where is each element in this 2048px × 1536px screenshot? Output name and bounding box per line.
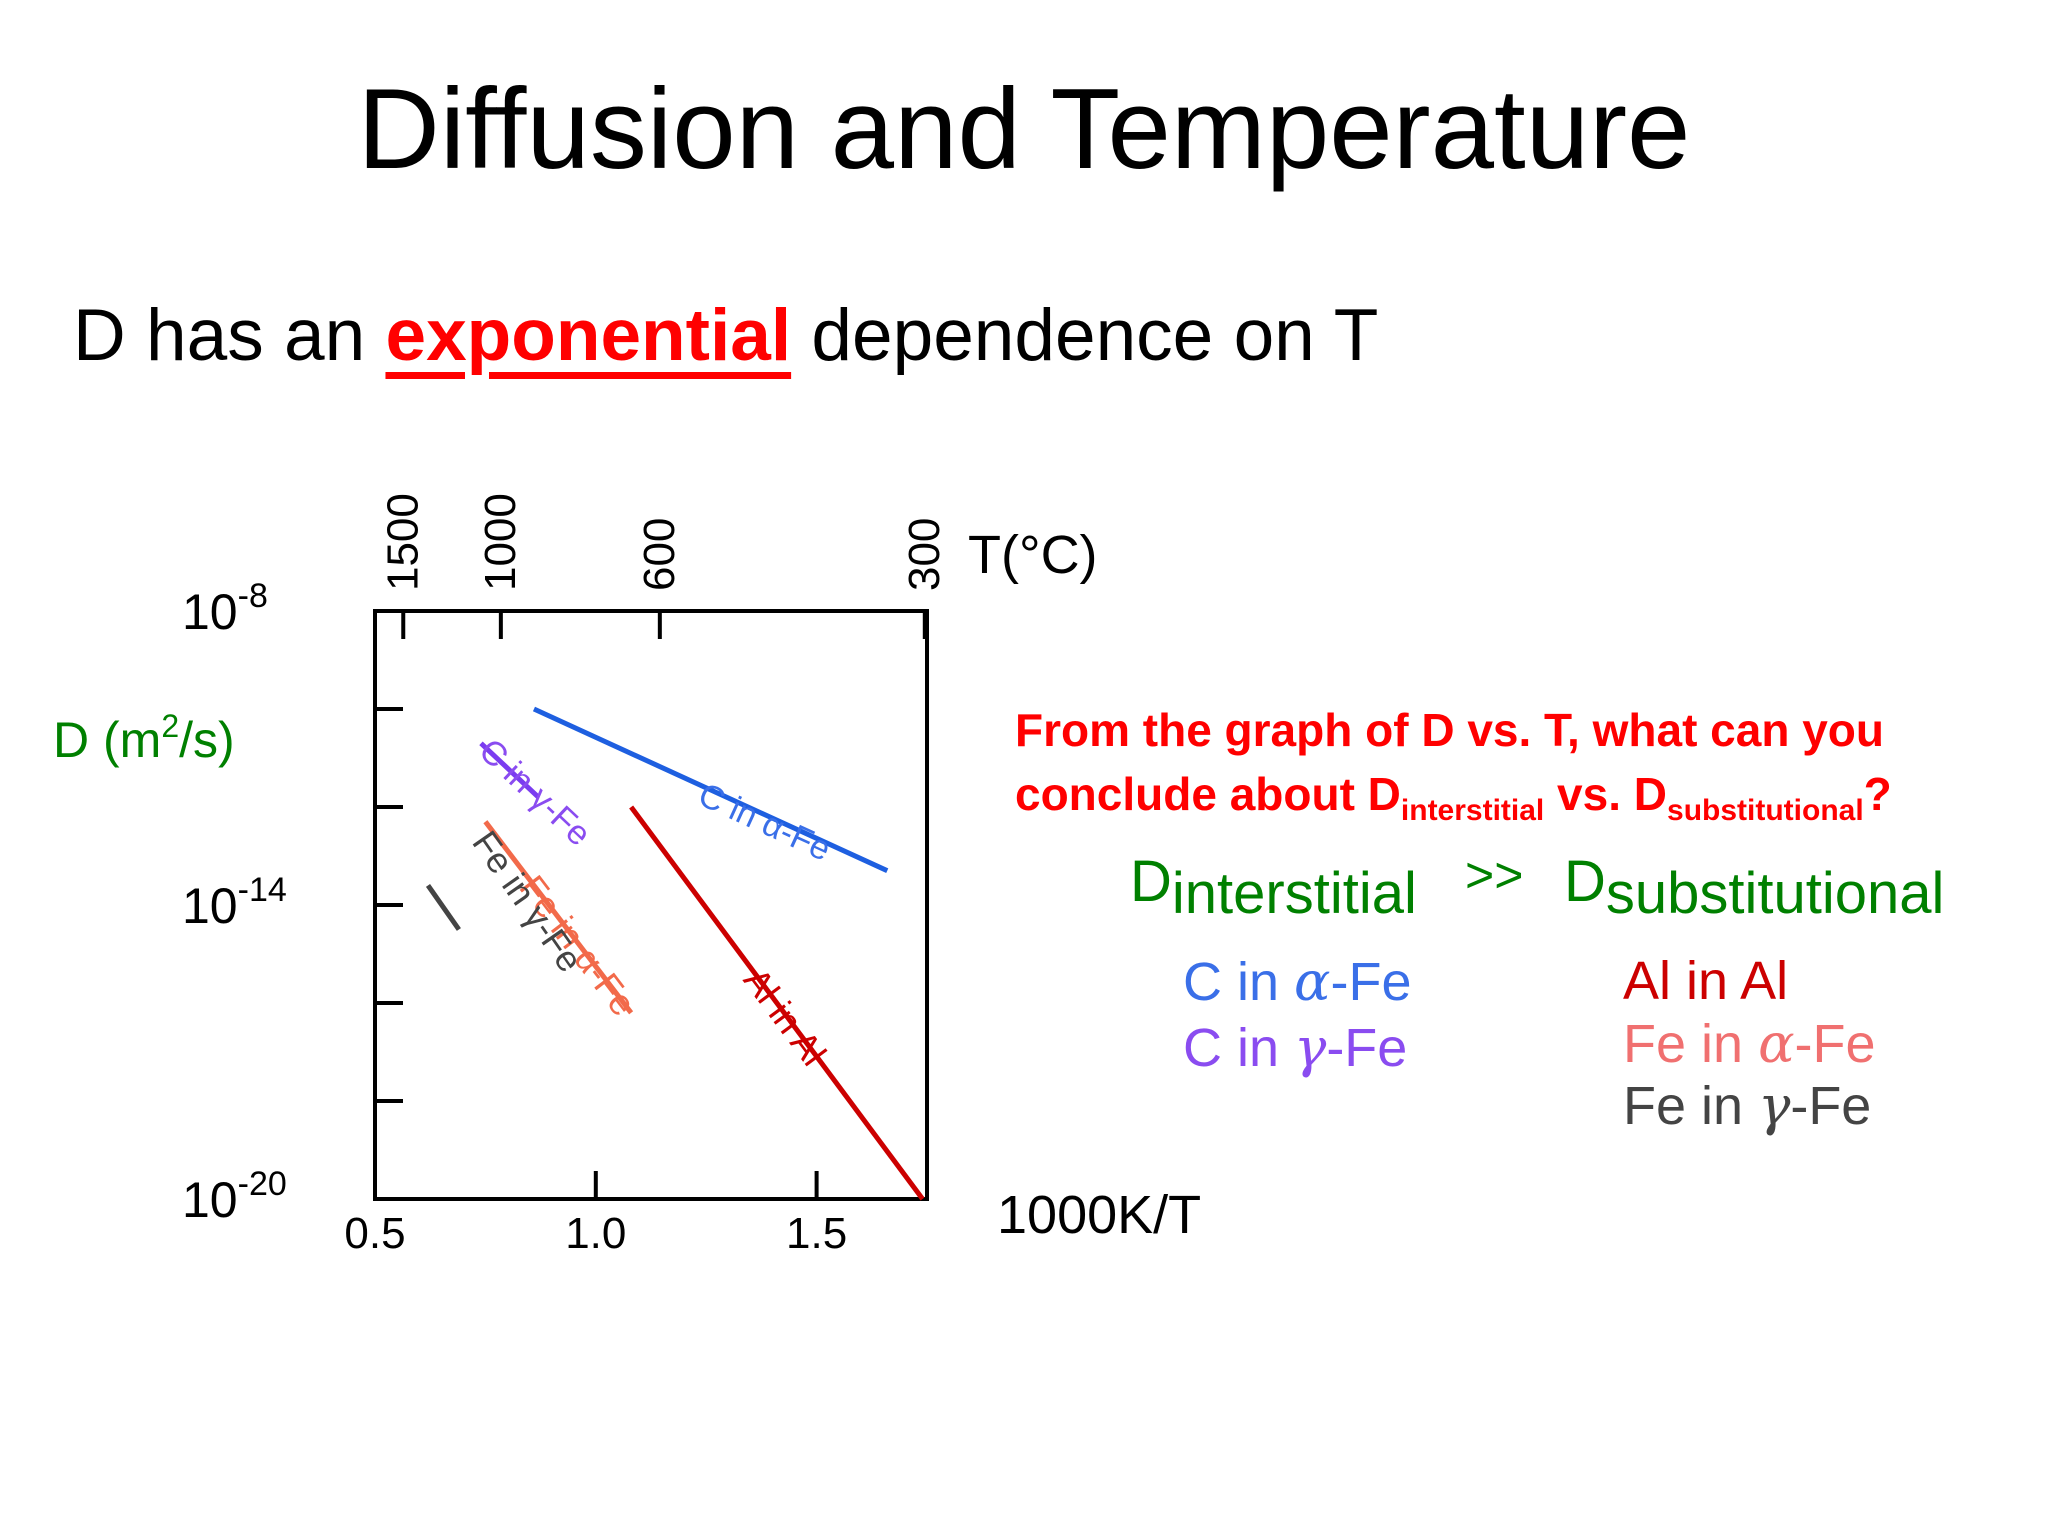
x-tick-label: 1.5 <box>786 1209 847 1258</box>
question-line-1: From the graph of D vs. T, what can you <box>1015 704 1884 756</box>
example-text: Fe in <box>1623 1076 1759 1136</box>
example-text: Al in Al <box>1623 951 1789 1011</box>
y-tick-base: 10 <box>182 584 238 640</box>
example-item: Fe in γ-Fe <box>1623 1074 1871 1137</box>
comparison-right-sub: substitutional <box>1605 861 1945 926</box>
comparison-right-d: D <box>1564 849 1606 914</box>
y-tick-label: 10-20 <box>182 1165 287 1228</box>
example-item: Al in Al <box>1623 950 1788 1012</box>
slide-title: Diffusion and Temperature <box>357 66 1691 193</box>
y-tick-base: 10 <box>182 878 238 934</box>
series-label: C in α-Fe <box>693 776 837 869</box>
example-greek: α <box>1758 1012 1795 1075</box>
example-text: C in <box>1183 1018 1295 1078</box>
y-axis-label-sup: 2 <box>161 708 179 744</box>
y-axis-label-end: /s) <box>179 712 235 768</box>
subtitle: D has an exponential dependence on T <box>73 292 1378 380</box>
example-greek: γ <box>1758 1074 1791 1137</box>
question-text: From the graph of D vs. T, what can you … <box>1015 698 1892 826</box>
example-greek: α <box>1294 950 1331 1013</box>
comparison-right: Dsubstitutional <box>1564 848 1944 926</box>
y-axis-label: D (m2/s) <box>53 708 235 768</box>
x-axis-label: 1000K/T <box>997 1185 1201 1245</box>
example-suffix: -Fe <box>1794 1014 1876 1074</box>
series-line <box>629 805 925 1201</box>
y-tick-exponent: -14 <box>238 871 287 909</box>
plot-frame <box>373 609 929 1201</box>
series-line <box>425 883 461 931</box>
subtitle-emphasis: exponential <box>385 295 792 376</box>
example-text: C in <box>1183 952 1295 1012</box>
y-tick-base: 10 <box>182 1172 238 1228</box>
question-sub-interstitial: interstitial <box>1400 794 1545 827</box>
question-sub-substitutional: substitutional <box>1667 794 1864 827</box>
top-axis-label: T(°C) <box>968 525 1098 585</box>
comparison-left-sub: interstitial <box>1171 861 1417 926</box>
x-tick-label: 1.0 <box>565 1209 626 1258</box>
top-tick-label: 1000 <box>476 493 525 591</box>
x-tick-label: 0.5 <box>344 1209 405 1258</box>
y-tick-label: 10-8 <box>182 577 268 640</box>
series-line <box>483 820 634 1015</box>
comparison-left-d: D <box>1130 849 1172 914</box>
y-tick-exponent: -8 <box>238 577 268 615</box>
example-suffix: -Fe <box>1326 1018 1408 1078</box>
top-tick-label: 1500 <box>378 493 427 591</box>
question-part-c: ? <box>1863 768 1892 820</box>
top-tick-label: 600 <box>635 518 684 591</box>
series-line <box>479 741 541 800</box>
question-line-2: conclude about Dinterstitial vs. Dsubsti… <box>1015 762 1892 826</box>
example-item: Fe in α-Fe <box>1623 1012 1876 1075</box>
y-axis-label-text: D (m <box>53 712 161 768</box>
top-tick-label: 300 <box>900 518 949 591</box>
y-tick-exponent: -20 <box>238 1165 287 1203</box>
question-part-b: vs. D <box>1544 768 1668 820</box>
comparison-left: Dinterstitial <box>1130 848 1417 926</box>
example-greek: γ <box>1294 1016 1327 1079</box>
comparison-operator: >> <box>1465 847 1524 903</box>
question-part-a: conclude about D <box>1015 768 1401 820</box>
series-label: Al in Al <box>736 960 835 1073</box>
example-suffix: -Fe <box>1330 952 1412 1012</box>
y-tick-label: 10-14 <box>182 871 287 934</box>
tick-marks <box>375 609 927 1201</box>
example-item: C in γ-Fe <box>1183 1016 1407 1079</box>
example-text: Fe in <box>1623 1014 1759 1074</box>
subtitle-suffix: dependence on T <box>791 295 1379 376</box>
series-lines <box>425 706 925 1201</box>
example-item: C in α-Fe <box>1183 950 1412 1013</box>
series-line <box>532 706 889 873</box>
subtitle-prefix: D has an <box>73 295 386 376</box>
example-suffix: -Fe <box>1790 1076 1872 1136</box>
